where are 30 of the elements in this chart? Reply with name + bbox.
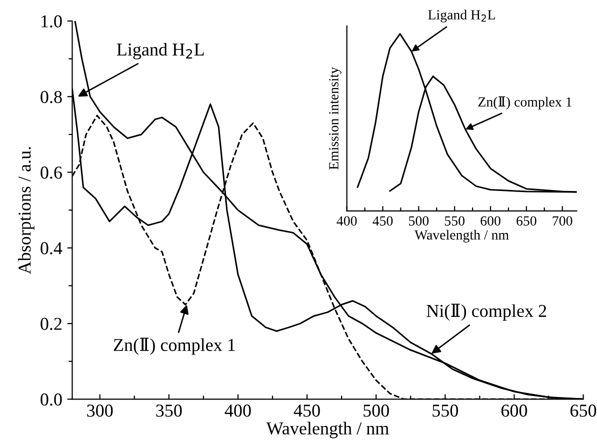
y-axis-title: Absorptions / a.u. xyxy=(18,147,34,274)
x-tick-label: 400 xyxy=(336,216,357,226)
x-tick-label: 300 xyxy=(87,404,113,417)
annotation: Zn(Ⅱ) complex 1 xyxy=(114,338,235,355)
x-tick-label: 600 xyxy=(480,216,500,226)
annotation: Ligand H$_{2}$L xyxy=(116,42,204,60)
x-axis-title: Wavelength / nm xyxy=(414,230,509,242)
y-tick-label: 0.0 xyxy=(40,393,62,406)
x-tick-label: 400 xyxy=(224,404,251,417)
x-tick-label: 550 xyxy=(444,216,464,226)
y-tick-label: 0.4 xyxy=(40,242,62,254)
x-tick-label: 500 xyxy=(409,216,429,226)
y-tick-label: 0.6 xyxy=(40,166,62,179)
x-tick-label: 500 xyxy=(364,404,389,417)
y-tick-label: 0.2 xyxy=(40,318,62,330)
y-tick-label: 1.0 xyxy=(42,15,62,28)
annotation: Zn(Ⅱ) complex 1 xyxy=(478,96,572,110)
y-axis-title: Emission intensity xyxy=(329,67,342,170)
x-tick-label: 450 xyxy=(372,216,393,226)
x-tick-label: 450 xyxy=(294,404,320,417)
x-tick-label: 650 xyxy=(516,216,536,226)
x-tick-label: 550 xyxy=(432,404,458,417)
y-tick-label: 0.8 xyxy=(40,90,62,104)
x-tick-label: 700 xyxy=(552,216,572,226)
x-axis-title: Wavelength / nm xyxy=(266,422,389,438)
annotation: Ni(Ⅱ) complex 2 xyxy=(426,304,546,321)
annotation: Ligand H$_{2}$L xyxy=(428,10,495,22)
x-tick-label: 600 xyxy=(501,404,528,417)
x-tick-label: 650 xyxy=(570,404,596,417)
x-tick-label: 350 xyxy=(156,404,182,417)
